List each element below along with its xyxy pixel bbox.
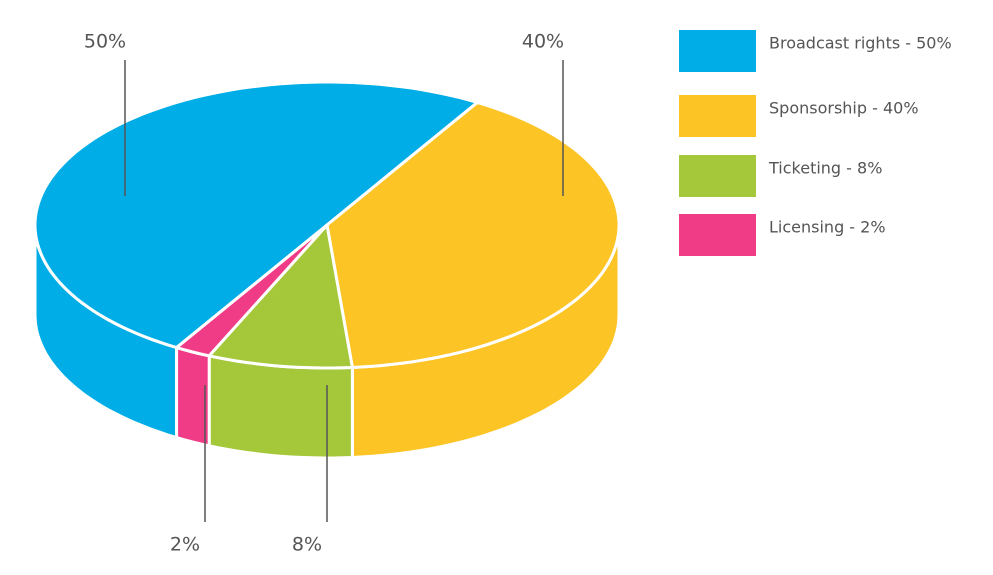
legend-swatch (679, 155, 756, 197)
pie-side (207, 354, 354, 460)
value-label: 40% (522, 31, 564, 53)
value-label: 50% (84, 31, 126, 53)
legend-swatch (679, 30, 756, 72)
pie-slice (33, 80, 479, 350)
pie-slice (175, 223, 329, 358)
legend-label: Sponsorship - 40% (769, 99, 919, 118)
value-label: 2% (170, 534, 200, 556)
value-label: 8% (292, 534, 322, 556)
legend-label: Ticketing - 8% (768, 159, 882, 178)
pie-slice (207, 223, 354, 370)
pie-slice (325, 100, 621, 369)
legend-label: Licensing - 2% (769, 218, 886, 237)
legend-swatch (679, 214, 756, 256)
legend-swatch (679, 95, 756, 137)
legend-label: Broadcast rights - 50% (769, 34, 952, 53)
